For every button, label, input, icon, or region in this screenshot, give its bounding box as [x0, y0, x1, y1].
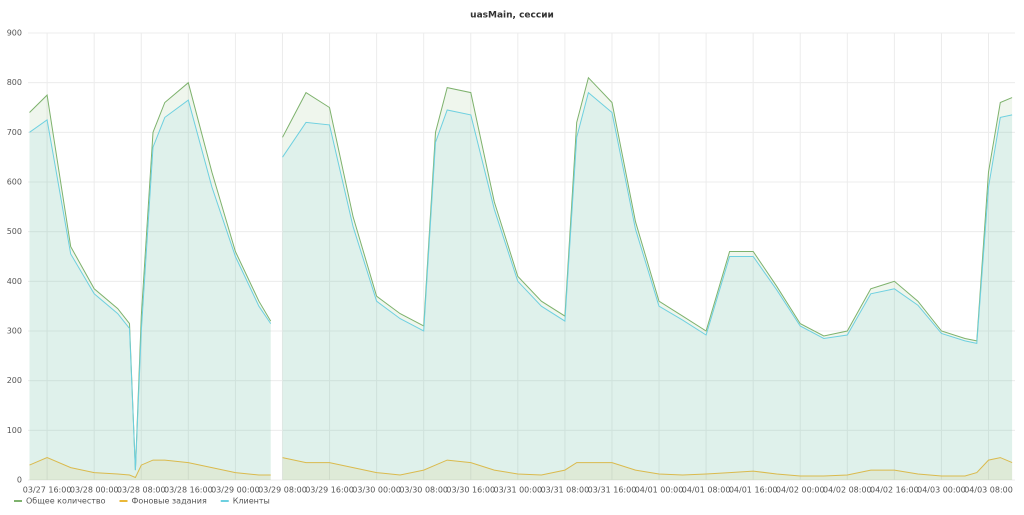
y-tick-label: 500	[7, 227, 22, 236]
area-fill	[29, 457, 271, 480]
series-line	[282, 457, 1013, 477]
x-tick-label: 03/30 16:00	[446, 486, 495, 495]
x-tick-label: 04/02 08:00	[823, 486, 872, 495]
x-tick-label: 04/02 16:00	[870, 486, 919, 495]
area-fill	[282, 457, 1013, 480]
chart-title: uasMain, сессии	[470, 11, 554, 21]
x-tick-label: 04/01 16:00	[729, 486, 778, 495]
y-tick-label: 400	[7, 277, 22, 286]
x-tick-label: 04/01 00:00	[635, 486, 684, 495]
y-tick-label: 800	[7, 78, 22, 87]
series-line	[29, 99, 272, 471]
x-tick-label: 03/28 16:00	[164, 486, 213, 495]
x-tick-label: 03/30 00:00	[352, 486, 401, 495]
y-tick-label: 700	[7, 128, 22, 137]
series-line	[282, 91, 1013, 345]
series-line	[282, 76, 1013, 342]
x-tick-label: 04/03 08:00	[964, 486, 1013, 495]
y-tick-label: 900	[7, 29, 22, 38]
y-tick-label: 200	[7, 376, 22, 385]
x-tick-label: 04/03 00:00	[917, 486, 966, 495]
y-tick-label: 100	[7, 426, 22, 435]
x-tick-label: 03/28 00:00	[70, 486, 119, 495]
x-tick-label: 04/02 00:00	[776, 486, 825, 495]
x-tick-label: 03/31 00:00	[493, 486, 542, 495]
x-tick-label: 03/31 08:00	[541, 486, 590, 495]
x-tick-label: 03/29 00:00	[211, 486, 260, 495]
x-tick-label: 03/31 16:00	[588, 486, 637, 495]
area-fill	[29, 100, 271, 480]
x-tick-label: 03/29 08:00	[258, 486, 307, 495]
x-tick-label: 04/01 08:00	[682, 486, 731, 495]
y-tick-label: 300	[7, 327, 22, 336]
legend-label: Клиенты	[233, 497, 270, 506]
x-tick-label: 03/27 16:00	[23, 486, 72, 495]
series-line	[29, 81, 272, 471]
y-tick-label: 600	[7, 178, 22, 187]
y-tick-label: 0	[17, 476, 22, 485]
legend-label: Фоновые задания	[132, 497, 207, 506]
x-tick-label: 03/30 08:00	[399, 486, 448, 495]
legend-label: Общее количество	[26, 497, 106, 506]
x-tick-label: 03/28 08:00	[117, 486, 166, 495]
area-fill	[282, 92, 1013, 480]
x-tick-label: 03/29 16:00	[305, 486, 354, 495]
series-line	[29, 457, 271, 479]
area-fill	[282, 77, 1013, 480]
